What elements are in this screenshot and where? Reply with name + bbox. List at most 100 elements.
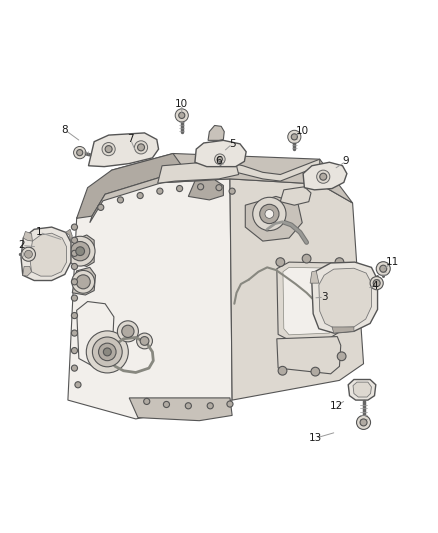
Circle shape (276, 258, 285, 266)
Circle shape (117, 321, 138, 342)
Circle shape (75, 382, 81, 388)
Text: 10: 10 (175, 100, 188, 109)
Circle shape (134, 141, 148, 154)
Circle shape (320, 173, 327, 180)
Circle shape (177, 185, 183, 191)
Polygon shape (30, 233, 67, 276)
Circle shape (253, 197, 286, 231)
Circle shape (265, 209, 274, 219)
Circle shape (86, 331, 128, 373)
Circle shape (117, 197, 124, 203)
Circle shape (74, 147, 86, 159)
Circle shape (76, 247, 85, 255)
Circle shape (335, 258, 344, 266)
Polygon shape (77, 302, 114, 368)
Circle shape (137, 333, 152, 349)
Circle shape (105, 146, 112, 152)
Circle shape (291, 134, 297, 140)
Circle shape (163, 401, 170, 408)
Circle shape (302, 254, 311, 263)
Circle shape (92, 337, 122, 367)
Polygon shape (68, 179, 232, 419)
Polygon shape (195, 140, 246, 167)
Polygon shape (312, 262, 378, 333)
Polygon shape (188, 180, 223, 200)
Polygon shape (277, 336, 341, 374)
Circle shape (71, 224, 78, 230)
Polygon shape (277, 262, 344, 340)
Circle shape (198, 184, 204, 190)
Polygon shape (208, 125, 224, 140)
Circle shape (138, 144, 145, 151)
Polygon shape (319, 268, 371, 328)
Polygon shape (77, 154, 182, 219)
Circle shape (157, 188, 163, 194)
Circle shape (227, 401, 233, 407)
Circle shape (380, 265, 387, 272)
Text: 10: 10 (296, 126, 309, 136)
Circle shape (71, 263, 78, 270)
Circle shape (103, 348, 111, 356)
Polygon shape (74, 235, 94, 266)
Circle shape (71, 312, 78, 319)
Circle shape (373, 280, 380, 287)
Polygon shape (280, 187, 311, 205)
Circle shape (71, 348, 78, 354)
Text: 4: 4 (371, 281, 378, 291)
Text: 8: 8 (61, 125, 68, 135)
Circle shape (341, 321, 350, 330)
Text: 11: 11 (385, 257, 399, 267)
Circle shape (337, 352, 346, 361)
Polygon shape (23, 266, 32, 276)
Circle shape (376, 262, 390, 276)
Polygon shape (303, 162, 347, 190)
Circle shape (260, 204, 279, 223)
Circle shape (122, 325, 134, 337)
Circle shape (341, 293, 350, 302)
Text: 2: 2 (18, 240, 25, 251)
Circle shape (144, 398, 150, 405)
Polygon shape (332, 327, 354, 333)
Polygon shape (90, 166, 184, 223)
Polygon shape (182, 159, 320, 181)
Circle shape (311, 367, 320, 376)
Polygon shape (353, 382, 371, 397)
Circle shape (71, 330, 78, 336)
Polygon shape (23, 231, 32, 241)
Text: 3: 3 (321, 292, 328, 302)
Text: 9: 9 (343, 156, 350, 166)
Text: 12: 12 (330, 401, 343, 411)
Polygon shape (230, 179, 364, 400)
Polygon shape (77, 154, 353, 219)
Circle shape (25, 251, 32, 258)
Circle shape (71, 251, 78, 256)
Circle shape (21, 247, 35, 261)
Polygon shape (21, 227, 71, 280)
Circle shape (77, 150, 83, 156)
Polygon shape (348, 379, 376, 400)
Circle shape (278, 366, 287, 375)
Circle shape (216, 184, 222, 191)
Circle shape (370, 277, 383, 290)
Polygon shape (158, 161, 239, 183)
Circle shape (71, 365, 78, 371)
Circle shape (288, 130, 301, 143)
Circle shape (317, 170, 330, 183)
Text: 1: 1 (36, 228, 43, 237)
Polygon shape (72, 268, 95, 295)
Circle shape (71, 241, 90, 261)
Circle shape (71, 279, 78, 285)
Circle shape (185, 403, 191, 409)
Circle shape (76, 275, 90, 289)
Circle shape (72, 270, 95, 293)
Polygon shape (310, 271, 319, 283)
Polygon shape (129, 398, 232, 421)
Circle shape (175, 109, 188, 122)
Text: 13: 13 (309, 433, 322, 443)
Circle shape (98, 204, 104, 211)
Text: 6: 6 (215, 156, 223, 166)
Circle shape (102, 142, 115, 156)
Circle shape (65, 236, 95, 266)
Circle shape (140, 336, 149, 345)
Circle shape (71, 237, 78, 243)
